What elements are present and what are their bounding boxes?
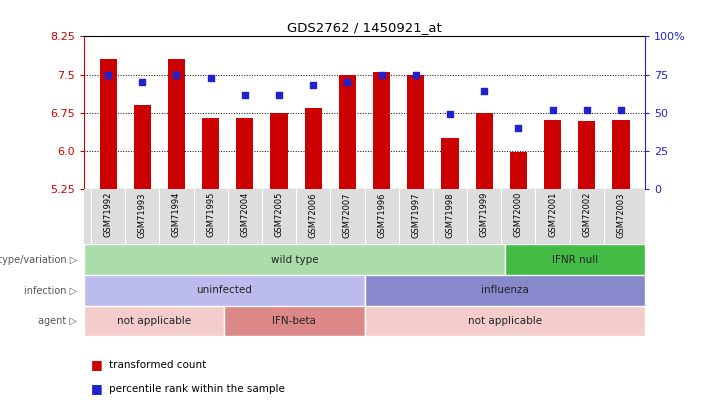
Point <box>513 125 524 132</box>
Text: GSM72007: GSM72007 <box>343 192 352 238</box>
Text: uninfected: uninfected <box>196 285 252 295</box>
Point <box>444 111 456 118</box>
Point <box>171 71 182 78</box>
Text: not applicable: not applicable <box>117 316 191 326</box>
Point <box>308 82 319 89</box>
Text: not applicable: not applicable <box>468 316 542 326</box>
Bar <box>84 305 224 336</box>
Text: GSM71996: GSM71996 <box>377 192 386 238</box>
Point <box>239 91 250 98</box>
Text: GSM72002: GSM72002 <box>583 192 591 237</box>
Point <box>102 71 114 78</box>
Bar <box>236 118 253 190</box>
Text: GSM71999: GSM71999 <box>479 192 489 237</box>
Bar <box>442 139 458 190</box>
Bar <box>613 119 629 190</box>
Text: GSM71997: GSM71997 <box>411 192 421 238</box>
Bar <box>365 275 645 305</box>
Text: GSM71993: GSM71993 <box>138 192 147 238</box>
Bar <box>505 244 645 275</box>
Title: GDS2762 / 1450921_at: GDS2762 / 1450921_at <box>287 21 442 34</box>
Point <box>410 71 421 78</box>
Bar <box>84 275 365 305</box>
Text: GSM71998: GSM71998 <box>446 192 454 238</box>
Text: percentile rank within the sample: percentile rank within the sample <box>109 384 285 394</box>
Text: ■: ■ <box>91 358 103 371</box>
Text: GSM72000: GSM72000 <box>514 192 523 237</box>
Bar <box>224 305 365 336</box>
Text: transformed count: transformed count <box>109 360 206 369</box>
Bar <box>168 60 185 190</box>
Bar <box>84 244 505 275</box>
Point <box>547 107 558 113</box>
Bar <box>407 75 424 190</box>
Text: influenza: influenza <box>481 285 529 295</box>
Text: GSM72006: GSM72006 <box>308 192 318 238</box>
Point <box>376 71 387 78</box>
Bar <box>578 121 595 190</box>
Text: IFN-beta: IFN-beta <box>273 316 316 326</box>
Bar <box>202 118 219 190</box>
Text: genotype/variation ▷: genotype/variation ▷ <box>0 255 77 265</box>
Bar <box>339 75 356 190</box>
Point <box>273 91 285 98</box>
Text: wild type: wild type <box>271 255 318 265</box>
Point <box>205 75 216 81</box>
Text: ■: ■ <box>91 382 103 395</box>
Text: GSM72003: GSM72003 <box>616 192 625 238</box>
Text: IFNR null: IFNR null <box>552 255 598 265</box>
Point <box>342 79 353 85</box>
Text: GSM72001: GSM72001 <box>548 192 557 237</box>
Bar <box>373 72 390 190</box>
Bar <box>100 60 116 190</box>
Text: GSM71994: GSM71994 <box>172 192 181 237</box>
Text: infection ▷: infection ▷ <box>24 285 77 295</box>
Text: agent ▷: agent ▷ <box>39 316 77 326</box>
Text: GSM72005: GSM72005 <box>275 192 283 237</box>
Bar <box>134 105 151 190</box>
Bar <box>305 108 322 190</box>
Bar <box>510 152 527 190</box>
Bar <box>476 113 493 190</box>
Point <box>615 107 627 113</box>
Text: GSM71995: GSM71995 <box>206 192 215 237</box>
Text: GSM71992: GSM71992 <box>104 192 113 237</box>
Bar <box>365 305 645 336</box>
Point <box>581 107 592 113</box>
Point <box>479 88 490 95</box>
Bar <box>271 113 287 190</box>
Bar <box>544 119 561 190</box>
Text: GSM72004: GSM72004 <box>240 192 250 237</box>
Point <box>137 79 148 85</box>
